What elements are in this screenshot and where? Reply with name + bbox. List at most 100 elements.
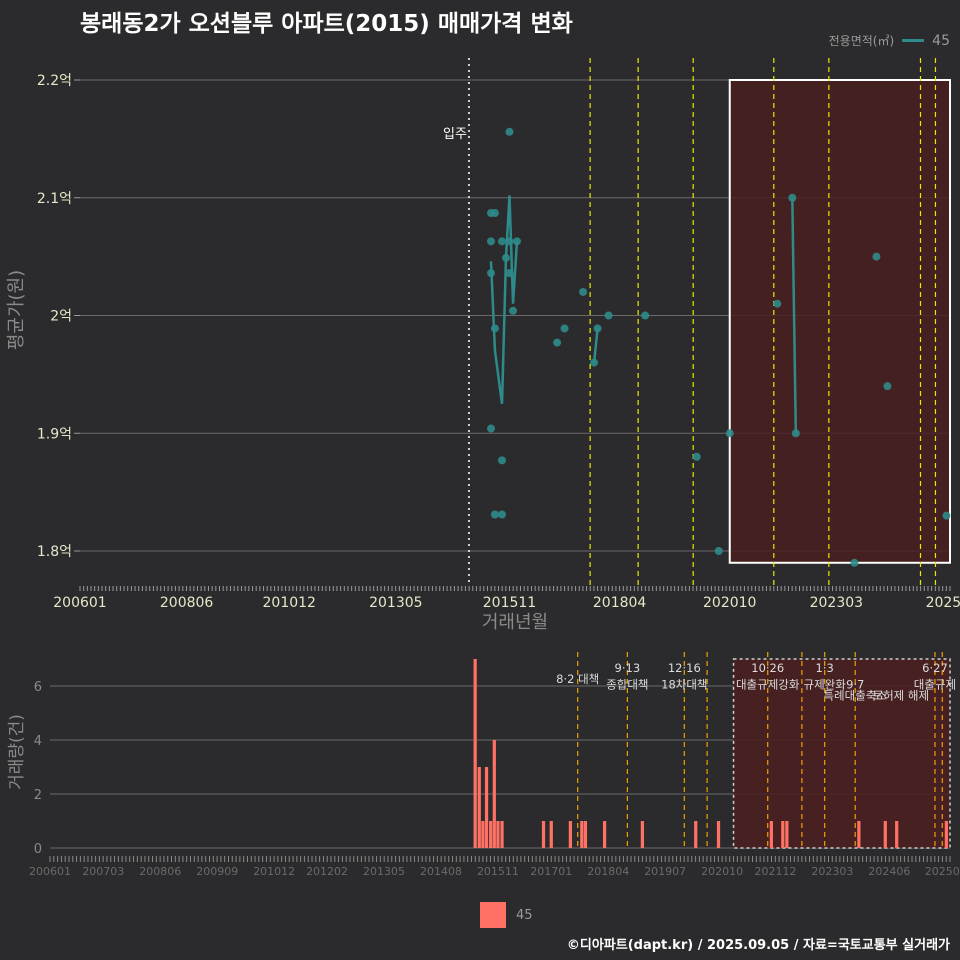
volume-x-tick-label: 201511 — [477, 865, 519, 878]
policy-label: 18차대책 — [661, 678, 707, 692]
price-point — [505, 269, 514, 278]
price-point — [490, 324, 499, 333]
price-y-axis-label: 평균가(원) — [6, 270, 27, 350]
volume-bar — [568, 821, 573, 848]
volume-x-tick-label: 20250 — [925, 865, 960, 878]
price-trend-line — [791, 197, 798, 434]
price-point — [509, 306, 518, 315]
price-point — [498, 456, 507, 465]
price-trend-line — [489, 195, 519, 404]
price-point — [942, 511, 951, 520]
policy-label: 대출규제강화 — [736, 678, 800, 692]
volume-x-tick-label: 202010 — [701, 865, 743, 878]
volume-x-tick-label: 202406 — [868, 865, 910, 878]
volume-bar — [895, 821, 899, 848]
policy-label: 특례대출축소 — [823, 689, 886, 703]
volume-legend: 45 — [480, 902, 533, 928]
volume-bar — [580, 821, 584, 848]
volume-x-tick-label: 202303 — [811, 865, 853, 878]
price-y-tick-label: 2.2억 — [37, 73, 72, 89]
construction-annotation: 입주 — [443, 127, 467, 142]
volume-x-tick-label: 201305 — [363, 865, 405, 878]
price-x-axis-label: 거래년월 — [482, 612, 548, 633]
volume-y-axis-label: 거래량(건) — [7, 714, 27, 790]
price-point — [872, 252, 881, 261]
price-point — [501, 253, 510, 262]
volume-bar — [944, 821, 948, 848]
price-legend: 전용면적(㎡) 45 — [829, 32, 950, 49]
price-y-tick-label: 1.8억 — [37, 544, 72, 560]
volume-y-tick-label: 6 — [34, 680, 42, 695]
volume-bar — [541, 821, 546, 848]
volume-bar — [484, 767, 489, 848]
volume-highlight-box — [732, 658, 951, 849]
volume-bar — [473, 659, 477, 848]
volume-x-tick-label: 201202 — [306, 865, 348, 878]
policy-label: 토허제 해제 — [873, 689, 930, 703]
price-point — [498, 237, 507, 246]
volume-legend-label: 45 — [516, 907, 533, 923]
volume-bar — [883, 821, 887, 848]
price-point — [486, 269, 495, 278]
policy-label: 규제완화 — [804, 678, 847, 692]
volume-bar — [496, 821, 500, 848]
price-highlight-box — [728, 79, 951, 564]
price-point — [604, 311, 613, 320]
price-x-tick-label: 201511 — [483, 595, 536, 611]
volume-bar — [549, 821, 553, 848]
price-point — [773, 299, 782, 308]
volume-bar — [769, 821, 773, 848]
price-point — [590, 358, 599, 367]
price-point — [725, 429, 734, 438]
volume-x-tick-label: 200703 — [82, 865, 124, 878]
volume-bar — [492, 740, 496, 848]
price-point — [490, 209, 499, 218]
volume-bar — [477, 767, 481, 848]
price-point — [714, 547, 723, 555]
price-x-tick-label: 200806 — [160, 595, 214, 611]
policy-label: 종합대책 — [606, 678, 648, 692]
price-point — [512, 237, 521, 246]
volume-x-tick-label: 200806 — [139, 865, 181, 878]
price-x-tick-label: 201305 — [369, 595, 422, 611]
policy-label: 12·16 — [668, 661, 701, 675]
price-point — [490, 510, 499, 519]
price-point — [505, 127, 514, 136]
price-point — [850, 558, 859, 567]
volume-x-tick-label: 202112 — [754, 865, 796, 878]
price-x-tick-label: 202010 — [703, 595, 756, 611]
volume-bar — [857, 821, 861, 848]
chart-title: 봉래동2가 오션블루 아파트(2015) 매매가격 변화 — [80, 11, 573, 37]
price-point — [788, 193, 797, 202]
volume-y-tick-label: 4 — [34, 734, 42, 749]
source-footer: ©디아파트(dapt.kr) / 2025.09.05 / 자료=국토교통부 실… — [566, 938, 950, 953]
policy-label: 6·27 — [922, 661, 948, 675]
policy-label: 9·13 — [615, 661, 641, 675]
volume-x-tick-label: 201012 — [253, 865, 295, 878]
volume-bar — [500, 821, 504, 848]
price-point — [593, 324, 602, 333]
price-point — [553, 338, 562, 347]
legend-line-swatch — [902, 39, 925, 42]
price-x-tick-label: 201012 — [263, 595, 316, 611]
price-point — [498, 510, 507, 519]
price-y-tick-label: 1.9억 — [37, 426, 72, 442]
policy-label: 10·26 — [751, 661, 784, 675]
price-y-tick-label: 2.1억 — [37, 191, 72, 207]
volume-bar — [489, 821, 493, 848]
volume-x-tick-label: 201804 — [587, 865, 629, 878]
policy-label: 대출규제 — [914, 678, 956, 692]
price-point — [486, 424, 495, 433]
policy-label: 9·7 — [846, 678, 864, 692]
volume-bar — [481, 821, 485, 848]
price-x-tick-label: 2025 — [926, 595, 960, 611]
price-point — [560, 324, 569, 333]
volume-bar — [785, 821, 789, 848]
volume-bar — [583, 821, 588, 848]
legend-title: 전용면적(㎡) — [828, 34, 895, 48]
legend-label: 45 — [932, 32, 950, 49]
price-trend-line — [592, 328, 599, 363]
volume-x-tick-label: 201701 — [530, 865, 572, 878]
volume-x-tick-label: 201907 — [644, 865, 686, 878]
